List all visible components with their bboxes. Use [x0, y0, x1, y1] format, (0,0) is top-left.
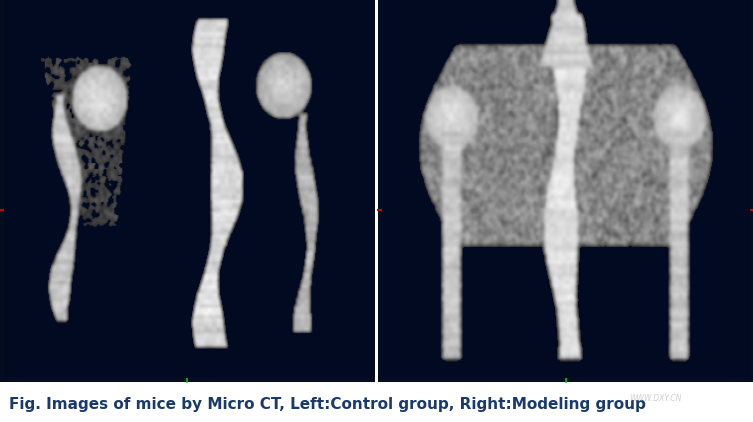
Text: WWW.DXY.CN: WWW.DXY.CN [629, 394, 681, 403]
Text: Study:20160805: Study:20160805 [384, 27, 470, 37]
Bar [398, 345, 449, 355]
Text: ID:1: ID:1 [384, 11, 405, 21]
Text: Series:103504: Series:103504 [384, 43, 459, 53]
Text: H: H [32, 351, 39, 360]
Bar [378, 0, 753, 382]
Text: L: L [419, 354, 427, 367]
FancyBboxPatch shape [24, 345, 75, 373]
FancyBboxPatch shape [398, 345, 449, 373]
Text: Study:20160805(2): Study:20160805(2) [6, 27, 106, 37]
Bar [24, 345, 42, 373]
Text: ID:1: ID:1 [6, 11, 27, 21]
Text: Fig. Images of mice by Micro CT, Left:Control group, Right:Modeling group: Fig. Images of mice by Micro CT, Left:Co… [9, 397, 646, 412]
Text: P: P [58, 359, 64, 368]
Bar [0, 0, 375, 382]
Text: Series:104307: Series:104307 [6, 43, 81, 53]
